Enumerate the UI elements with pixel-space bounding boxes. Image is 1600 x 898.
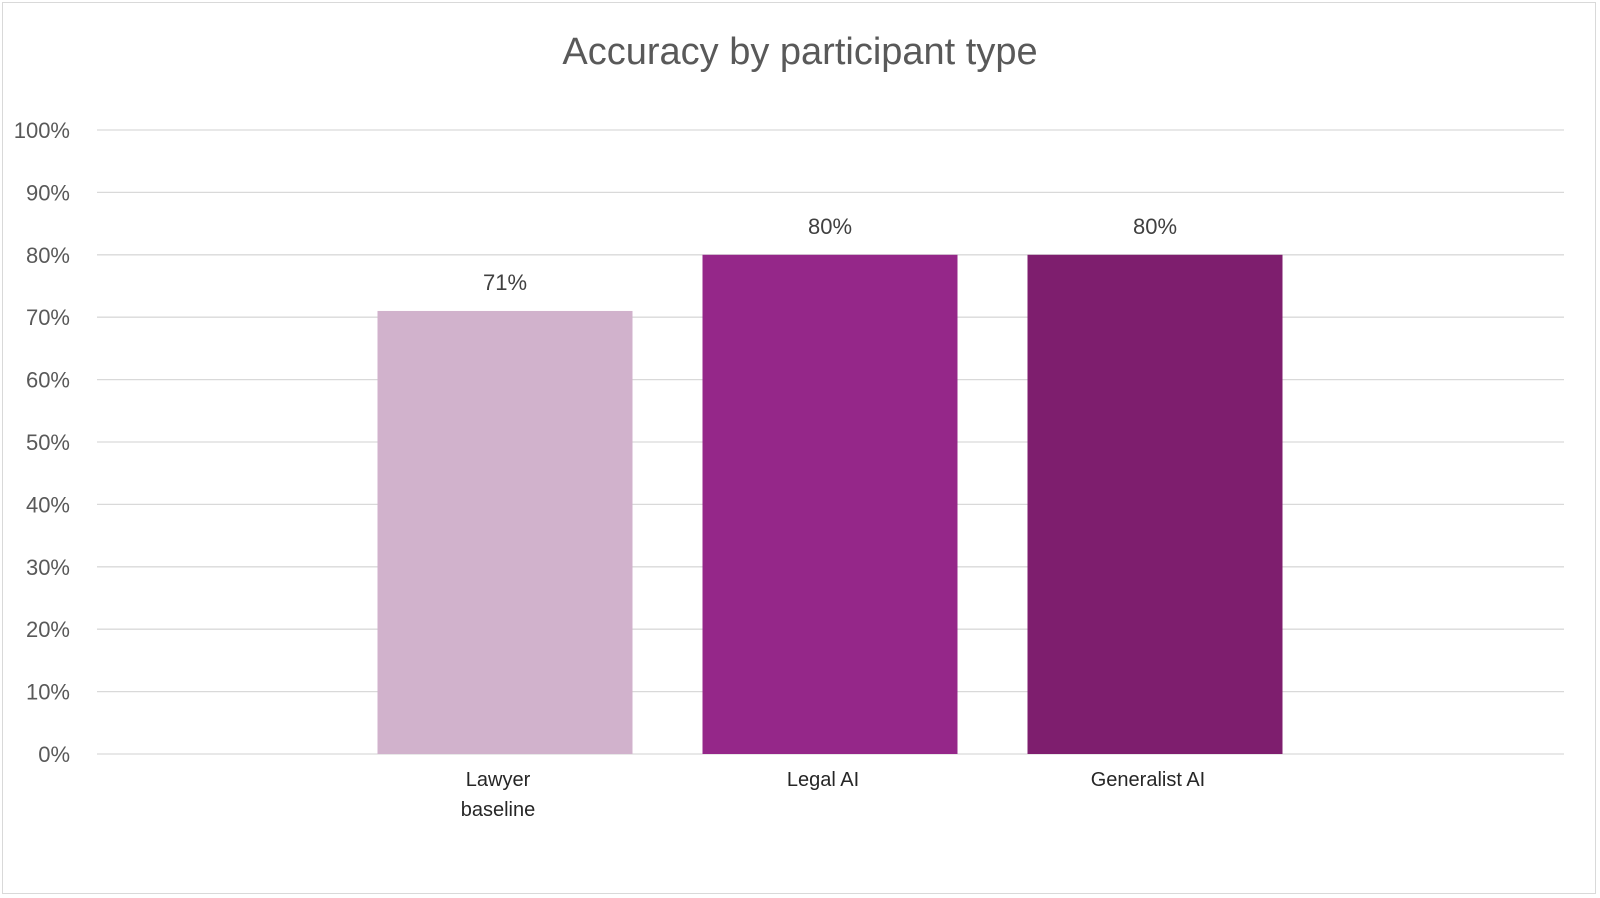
category-label: Lawyer baseline [461, 769, 536, 821]
y-tick-label: 50% [26, 430, 70, 455]
y-tick-label: 60% [26, 368, 70, 393]
y-tick-label: 40% [26, 492, 70, 517]
data-label: 80% [808, 214, 852, 239]
bars [377, 254, 1283, 755]
y-tick-label: 70% [26, 305, 70, 330]
category-label-line: Generalist AI [1091, 769, 1206, 791]
x-axis-categories: Lawyer baseline Legal AI Generalist AI [461, 769, 1206, 821]
y-tick-label: 90% [26, 180, 70, 205]
y-tick-label: 100% [14, 118, 70, 143]
y-axis-ticks: 0% 10% 20% 30% 40% 50% 60% 70% 80% 90% 100% [14, 118, 70, 767]
y-tick-label: 0% [38, 742, 70, 767]
bar [377, 310, 633, 754]
bar [1027, 254, 1283, 755]
y-tick-label: 80% [26, 243, 70, 268]
data-label: 80% [1133, 214, 1177, 239]
category-label-line: Lawyer [466, 769, 531, 791]
category-label-line: baseline [461, 799, 536, 821]
y-tick-label: 10% [26, 680, 70, 705]
category-label: Generalist AI [1091, 769, 1206, 791]
data-label: 71% [483, 270, 527, 295]
category-label: Legal AI [787, 769, 859, 791]
category-label-line: Legal AI [787, 769, 859, 791]
y-tick-label: 20% [26, 617, 70, 642]
bar [702, 254, 958, 755]
data-labels: 71% 80% 80% [483, 214, 1177, 295]
y-tick-label: 30% [26, 555, 70, 580]
chart-title: Accuracy by participant type [562, 31, 1037, 73]
